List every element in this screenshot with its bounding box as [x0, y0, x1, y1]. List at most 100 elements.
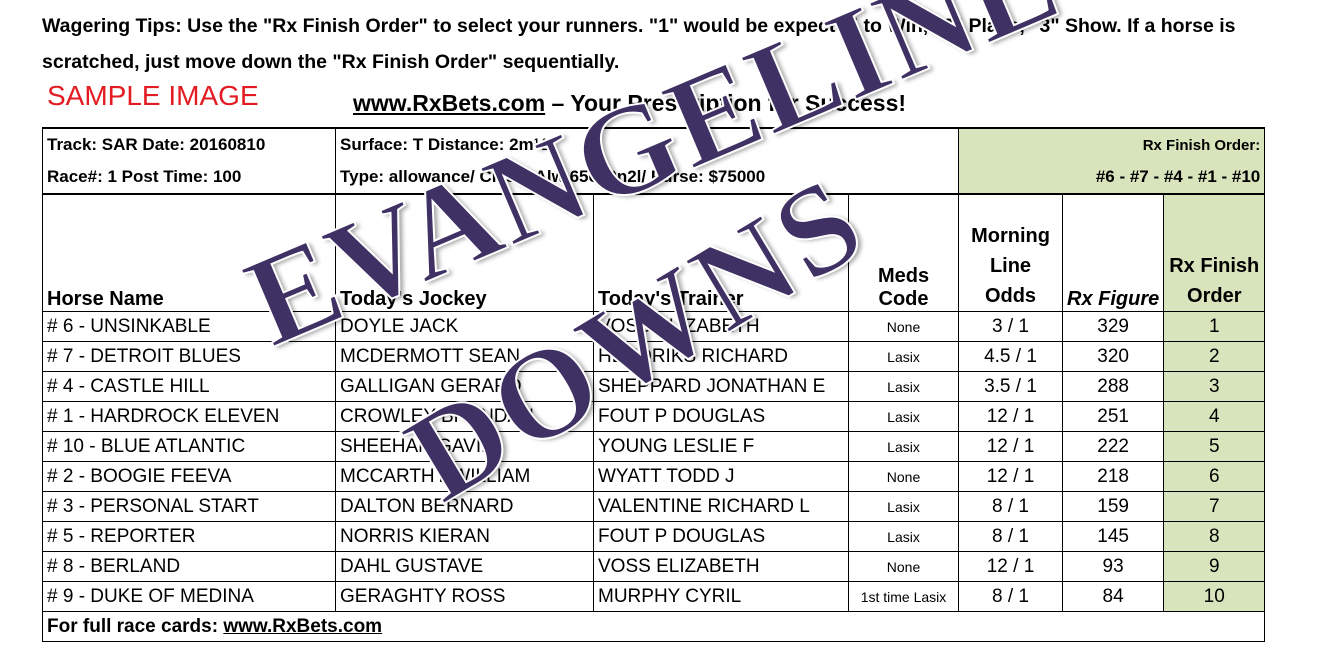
table-row: # 8 - BERLAND DAHL GUSTAVE VOSS ELIZABETH N…	[42, 551, 1266, 582]
cell-odds: 8 / 1	[958, 581, 1063, 612]
cell-horse: # 6 - UNSINKABLE	[42, 311, 336, 342]
cell-order: 10	[1163, 581, 1266, 612]
header-horse: Horse Name	[42, 193, 336, 312]
cell-order: 7	[1163, 491, 1266, 522]
footer-label: For full race cards:	[47, 615, 224, 637]
table-row: # 6 - UNSINKABLE DOYLE JACK VOSS ELIZABETH…	[42, 311, 1266, 342]
cell-odds: 3.5 / 1	[958, 371, 1063, 402]
cell-odds: 8 / 1	[958, 491, 1063, 522]
cell-meds: None	[848, 461, 959, 492]
cell-trainer: VOSS ELIZABETH	[593, 311, 849, 342]
site-banner: www.RxBets.com – Your Prescription for S…	[353, 90, 906, 117]
table-row: # 4 - CASTLE HILL GALLIGAN GERARD SHEPPARD…	[42, 371, 1266, 402]
cell-fig: 159	[1061, 491, 1165, 522]
cell-order: 1	[1163, 311, 1266, 342]
wagering-tips: Wagering Tips: Use the "Rx Finish Order"…	[42, 15, 1236, 73]
cell-meds: Lasix	[848, 431, 959, 462]
type-class-purse: Type: allowance/ Class: Alw 65000n2l/ Pu…	[335, 161, 959, 195]
cell-trainer: FOUT P DOUGLAS	[593, 521, 849, 552]
cell-meds: Lasix	[848, 401, 959, 432]
cell-jockey: GALLIGAN GERARD	[335, 371, 594, 402]
cell-trainer: MURPHY CYRIL	[593, 581, 849, 612]
table-row: # 2 - BOOGIE FEEVA MCCARTHY WILLIAM WYATT …	[42, 461, 1266, 492]
cell-horse: # 3 - PERSONAL START	[42, 491, 336, 522]
table-row: # 9 - DUKE OF MEDINA GERAGHTY ROSS MURPHY …	[42, 581, 1266, 612]
cell-odds: 8 / 1	[958, 521, 1063, 552]
cell-order: 3	[1163, 371, 1266, 402]
cell-fig: 251	[1061, 401, 1165, 432]
header-odds: Morning Line Odds	[958, 193, 1063, 312]
footer-link[interactable]: www.RxBets.com	[223, 615, 383, 637]
cell-meds: Lasix	[848, 341, 959, 372]
cell-horse: # 7 - DETROIT BLUES	[42, 341, 336, 372]
cell-meds: None	[848, 311, 959, 342]
cell-meds: Lasix	[848, 521, 959, 552]
cell-jockey: GERAGHTY ROSS	[335, 581, 594, 612]
cell-order: 5	[1163, 431, 1266, 462]
cell-order: 8	[1163, 521, 1266, 552]
cell-odds: 4.5 / 1	[958, 341, 1063, 372]
cell-fig: 93	[1061, 551, 1165, 582]
cell-trainer: WYATT TODD J	[593, 461, 849, 492]
cell-meds: Lasix	[848, 491, 959, 522]
cell-fig: 288	[1061, 371, 1165, 402]
cell-odds: 12 / 1	[958, 431, 1063, 462]
cell-horse: # 9 - DUKE OF MEDINA	[42, 581, 336, 612]
cell-jockey: CROWLEY BRENDAN	[335, 401, 594, 432]
table-row: # 1 - HARDROCK ELEVEN CROWLEY BRENDAN FOUT…	[42, 401, 1266, 432]
cell-order: 9	[1163, 551, 1266, 582]
sample-image-label: SAMPLE IMAGE	[47, 80, 259, 111]
cell-horse: # 1 - HARDROCK ELEVEN	[42, 401, 336, 432]
track-date: Track: SAR Date: 20160810	[42, 127, 336, 161]
cell-jockey: MCDERMOTT SEAN	[335, 341, 594, 372]
cell-jockey: NORRIS KIERAN	[335, 521, 594, 552]
surface-distance: Surface: T Distance: 2m½f	[335, 127, 959, 161]
race-post-time: Race#: 1 Post Time: 100	[42, 161, 336, 195]
site-tagline: – Your Prescription for Success!	[545, 90, 907, 116]
cell-order: 2	[1163, 341, 1266, 372]
cell-jockey: DAHL GUSTAVE	[335, 551, 594, 582]
cell-trainer: VOSS ELIZABETH	[593, 551, 849, 582]
cell-odds: 3 / 1	[958, 311, 1063, 342]
finish-order-value: #6 - #7 - #4 - #1 - #10	[957, 161, 1266, 195]
cell-fig: 329	[1061, 311, 1165, 342]
cell-fig: 145	[1061, 521, 1165, 552]
cell-fig: 218	[1061, 461, 1165, 492]
cell-meds: 1st time Lasix	[848, 581, 959, 612]
table-row: # 7 - DETROIT BLUES MCDERMOTT SEAN HENDRIK…	[42, 341, 1266, 372]
cell-jockey: DOYLE JACK	[335, 311, 594, 342]
cell-horse: # 10 - BLUE ATLANTIC	[42, 431, 336, 462]
cell-trainer: YOUNG LESLIE F	[593, 431, 849, 462]
rxbets-link[interactable]: www.RxBets.com	[353, 90, 546, 116]
cell-jockey: SHEEHAN GAVIN	[335, 431, 594, 462]
cell-fig: 222	[1061, 431, 1165, 462]
cell-meds: Lasix	[848, 371, 959, 402]
header-trainer: Today's Trainer	[593, 193, 849, 312]
cell-horse: # 8 - BERLAND	[42, 551, 336, 582]
header-meds: Meds Code	[848, 193, 959, 312]
cell-odds: 12 / 1	[958, 461, 1063, 492]
cell-odds: 12 / 1	[958, 551, 1063, 582]
table-row: # 3 - PERSONAL START DALTON BERNARD VALENT…	[42, 491, 1266, 522]
finish-order-label: Rx Finish Order:	[957, 127, 1266, 161]
cell-horse: # 2 - BOOGIE FEEVA	[42, 461, 336, 492]
header-rx-figure: Rx Figure	[1061, 193, 1165, 312]
cell-horse: # 4 - CASTLE HILL	[42, 371, 336, 402]
cell-order: 6	[1163, 461, 1266, 492]
cell-odds: 12 / 1	[958, 401, 1063, 432]
cell-trainer: FOUT P DOUGLAS	[593, 401, 849, 432]
cell-trainer: VALENTINE RICHARD L	[593, 491, 849, 522]
header-jockey: Today's Jockey	[335, 193, 594, 312]
cell-trainer: HENDRIKS RICHARD	[593, 341, 849, 372]
cell-meds: None	[848, 551, 959, 582]
table-row: # 10 - BLUE ATLANTIC SHEEHAN GAVIN YOUNG L…	[42, 431, 1266, 462]
table-row: # 5 - REPORTER NORRIS KIERAN FOUT P DOUGLA…	[42, 521, 1266, 552]
race-table: Track: SAR Date: 20160810 Surface: T Dis…	[41, 127, 1266, 642]
cell-fig: 84	[1061, 581, 1165, 612]
cell-trainer: SHEPPARD JONATHAN E	[593, 371, 849, 402]
header-rx-finish: Rx Finish Order	[1163, 193, 1266, 312]
cell-jockey: MCCARTHY WILLIAM	[335, 461, 594, 492]
footer: For full race cards: www.RxBets.com	[41, 611, 1266, 642]
cell-jockey: DALTON BERNARD	[335, 491, 594, 522]
cell-order: 4	[1163, 401, 1266, 432]
